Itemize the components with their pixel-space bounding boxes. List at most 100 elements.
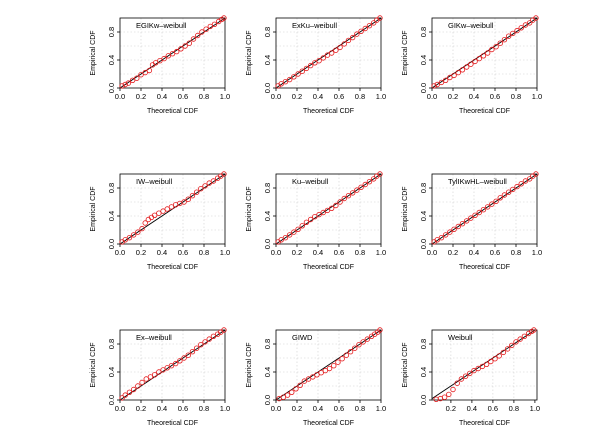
- x-axis-title: Theoretical CDF: [147, 264, 198, 271]
- empirical-point: [130, 232, 137, 238]
- empirical-point: [284, 392, 291, 398]
- empirical-point: [161, 55, 167, 62]
- empirical-point: [322, 367, 329, 374]
- empirical-point: [326, 365, 333, 372]
- y-tick-label: 0.4: [107, 211, 116, 221]
- empirical-point: [341, 41, 347, 47]
- empirical-point: [210, 333, 217, 339]
- empirical-point: [135, 383, 141, 389]
- empirical-point: [278, 81, 284, 87]
- x-tick-label: 0.6: [178, 92, 188, 101]
- empirical-point: [299, 68, 305, 74]
- empirical-point: [202, 339, 208, 345]
- empirical-point: [291, 74, 297, 80]
- x-tick-label: 0.2: [446, 404, 456, 413]
- x-tick-label: 0.8: [199, 248, 209, 257]
- y-tick-label: 0.4: [263, 211, 272, 221]
- empirical-point: [462, 373, 469, 379]
- empirical-point: [526, 176, 533, 182]
- y-tick-label: 0.8: [107, 339, 116, 349]
- empirical-point: [130, 386, 137, 393]
- empirical-point: [181, 355, 187, 361]
- empirical-point: [341, 195, 347, 202]
- empirical-point: [484, 204, 491, 210]
- empirical-point: [496, 353, 502, 359]
- empirical-point: [221, 15, 227, 21]
- empirical-point: [501, 192, 508, 198]
- empirical-point: [164, 206, 170, 212]
- empirical-point: [447, 74, 453, 81]
- empirical-point: [173, 48, 180, 55]
- empirical-point: [221, 327, 227, 333]
- empirical-point: [169, 51, 176, 57]
- empirical-point: [434, 81, 440, 88]
- panel-title: Ku–weibull: [292, 177, 329, 186]
- empirical-point: [493, 44, 499, 50]
- y-tick-label: 0.8: [107, 183, 116, 193]
- empirical-point: [199, 29, 205, 35]
- empirical-point: [337, 199, 343, 205]
- empirical-point: [307, 216, 314, 223]
- empirical-point: [125, 80, 132, 86]
- x-tick-label: 0.4: [469, 92, 479, 101]
- empirical-point: [489, 201, 495, 207]
- empirical-point: [289, 389, 295, 395]
- empirical-point: [345, 192, 352, 199]
- empirical-point: [312, 213, 318, 220]
- empirical-point: [157, 58, 163, 64]
- empirical-point: [364, 336, 371, 342]
- x-tick-label: 0.8: [511, 92, 521, 101]
- empirical-point: [454, 380, 460, 386]
- y-tick-label: 0.8: [107, 27, 116, 37]
- empirical-point: [497, 40, 503, 46]
- empirical-point: [333, 202, 339, 209]
- empirical-point: [476, 209, 482, 216]
- x-tick-label: 0.2: [136, 92, 146, 101]
- y-tick-label: 0.0: [107, 83, 116, 93]
- empirical-point: [504, 346, 511, 352]
- y-tick-label: 0.4: [107, 367, 116, 377]
- empirical-point: [301, 378, 308, 384]
- y-tick-label: 0.8: [419, 27, 428, 37]
- y-tick-label: 0.0: [263, 395, 272, 405]
- x-tick-label: 0.4: [157, 404, 167, 413]
- panel-title: GIKw–weibull: [448, 21, 494, 30]
- empirical-point: [339, 356, 345, 362]
- empirical-point: [198, 342, 204, 348]
- empirical-point: [521, 333, 528, 339]
- empirical-point: [467, 370, 473, 377]
- y-tick-label: 0.0: [419, 83, 428, 93]
- plot-frame: [275, 173, 382, 245]
- y-tick-label: 0.8: [263, 183, 272, 193]
- x-tick-label: 0.6: [178, 404, 188, 413]
- x-tick-label: 0.2: [448, 92, 458, 101]
- y-tick-label: 0.0: [419, 239, 428, 249]
- empirical-point: [160, 208, 166, 214]
- x-tick-label: 0.0: [271, 92, 281, 101]
- x-tick-label: 0.0: [271, 404, 281, 413]
- x-tick-label: 0.4: [157, 92, 167, 101]
- empirical-point: [291, 229, 297, 235]
- empirical-point: [483, 361, 490, 367]
- x-tick-label: 0.0: [115, 404, 125, 413]
- empirical-point: [431, 83, 437, 89]
- x-tick-label: 0.0: [271, 248, 281, 257]
- plot-frame: [431, 329, 538, 401]
- empirical-point: [455, 223, 461, 230]
- plot-frame: [119, 173, 226, 245]
- empirical-point: [206, 180, 212, 186]
- x-tick-label: 1.0: [220, 92, 230, 101]
- panel-title: EGIKw–weibull: [136, 21, 187, 30]
- y-tick-label: 0.0: [263, 239, 272, 249]
- y-axis-title: Empirical CDF: [402, 30, 409, 75]
- empirical-point: [152, 60, 159, 66]
- y-tick-label: 0.8: [419, 339, 428, 349]
- x-tick-label: 0.0: [115, 92, 125, 101]
- empirical-point: [286, 76, 293, 83]
- x-axis-title: Theoretical CDF: [303, 264, 354, 271]
- y-tick-label: 0.8: [419, 183, 428, 193]
- empirical-point: [358, 184, 364, 190]
